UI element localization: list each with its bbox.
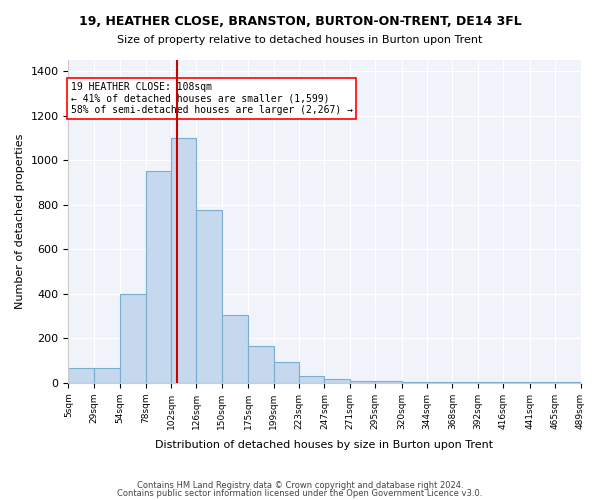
Bar [350, 380, 375, 383]
Bar [325, 380, 350, 383]
Bar [248, 346, 274, 383]
Bar [427, 382, 452, 383]
Bar [146, 172, 171, 383]
Bar [171, 138, 196, 383]
Bar [222, 315, 248, 383]
Text: 19, HEATHER CLOSE, BRANSTON, BURTON-ON-TRENT, DE14 3FL: 19, HEATHER CLOSE, BRANSTON, BURTON-ON-T… [79, 15, 521, 28]
Bar [401, 382, 427, 383]
Bar [196, 210, 222, 383]
Y-axis label: Number of detached properties: Number of detached properties [15, 134, 25, 309]
X-axis label: Distribution of detached houses by size in Burton upon Trent: Distribution of detached houses by size … [155, 440, 494, 450]
Bar [68, 368, 94, 383]
Text: 19 HEATHER CLOSE: 108sqm
← 41% of detached houses are smaller (1,599)
58% of sem: 19 HEATHER CLOSE: 108sqm ← 41% of detach… [71, 82, 353, 116]
Bar [299, 376, 325, 383]
Text: Contains public sector information licensed under the Open Government Licence v3: Contains public sector information licen… [118, 488, 482, 498]
Bar [274, 362, 299, 383]
Text: Contains HM Land Registry data © Crown copyright and database right 2024.: Contains HM Land Registry data © Crown c… [137, 481, 463, 490]
Bar [94, 368, 120, 383]
Text: Size of property relative to detached houses in Burton upon Trent: Size of property relative to detached ho… [118, 35, 482, 45]
Bar [120, 294, 146, 383]
Bar [375, 380, 401, 383]
